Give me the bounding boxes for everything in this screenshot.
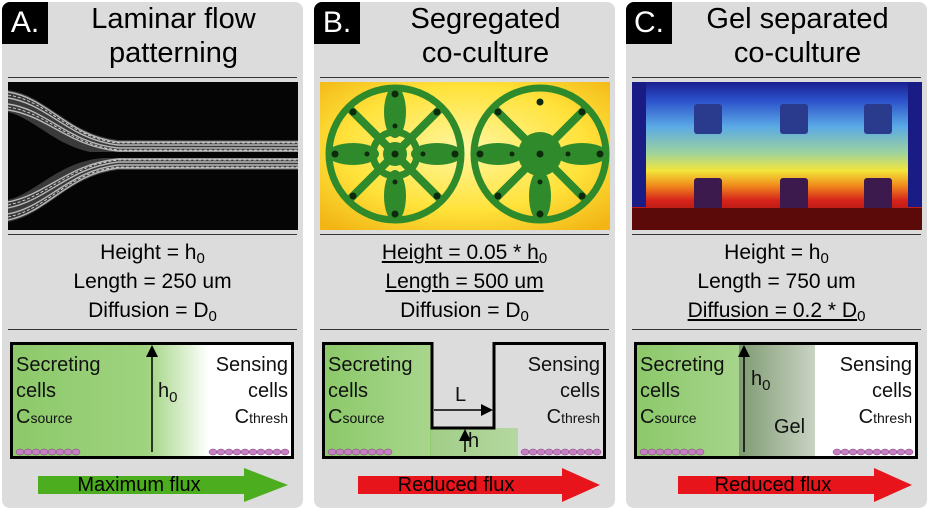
panel-title: Segregated co-culture <box>410 3 561 69</box>
divider <box>632 234 921 235</box>
channel-schematic: Secreting cells Csource h0 Sensing cells… <box>10 342 294 459</box>
flux-arrow <box>678 468 912 502</box>
panel-segregated: B. Segregated co-culture <box>314 2 615 508</box>
secreting-cells-label: Secreting cells Csource <box>328 354 413 428</box>
panel-title: Laminar flow patterning <box>91 3 256 69</box>
parameter-list: Height = 0.05 * h0 Length = 500 um Diffu… <box>314 238 615 325</box>
laminar-flow-micrograph <box>8 82 298 230</box>
gel-label: Gel <box>774 416 806 438</box>
sensing-cells-label: Sensing cells Cthresh <box>527 354 600 428</box>
parameter-list: Height = h0 Length = 250 um Diffusion = … <box>2 238 303 325</box>
height-param: Height = h0 <box>100 241 205 267</box>
divider <box>320 234 609 235</box>
length-label: L <box>455 384 467 406</box>
secreting-cells-label: Secreting cells Csource <box>16 354 101 428</box>
flux-label: Reduced flux <box>714 474 832 496</box>
height-label: h0 <box>158 380 178 406</box>
sensing-cells-label: Sensing cells Cthresh <box>839 354 912 428</box>
height-param: Height = 0.05 * h0 <box>381 241 548 267</box>
flux-label: Reduced flux <box>397 474 515 496</box>
diffusion-param: Diffusion = D0 <box>400 299 529 325</box>
panel-laminar-flow: A. Laminar flow patterning <box>2 2 303 508</box>
length-param: Length = 250 um <box>73 270 232 293</box>
divider <box>632 329 921 330</box>
height-label: h0 <box>751 368 771 394</box>
panel-gel-separated: C. Gel separated co-culture Height <box>626 2 927 508</box>
divider <box>8 77 297 78</box>
divider <box>8 329 297 330</box>
channel-schematic: Secreting cells Csource L h Sensing cell… <box>322 342 606 459</box>
co-culture-device-photo <box>320 82 610 230</box>
panel-title: Gel separated co-culture <box>706 3 889 69</box>
flux-arrow <box>38 468 288 502</box>
channel-schematic: Secreting cells Csource h0 Gel Sensing c… <box>634 342 918 459</box>
height-label: h <box>468 430 480 452</box>
divider <box>320 77 609 78</box>
secreting-cells-label: Secreting cells Csource <box>640 354 725 428</box>
panel-letter: C. <box>626 2 672 44</box>
divider <box>320 329 609 330</box>
diffusion-param: Diffusion = D0 <box>88 299 217 325</box>
divider <box>8 234 297 235</box>
parameter-list: Height = h0 Length = 750 um Diffusion = … <box>626 238 927 325</box>
length-param: Length = 500 um <box>385 270 544 293</box>
panel-letter: B. <box>314 2 360 44</box>
diffusion-param: Diffusion = 0.2 * D0 <box>687 299 866 325</box>
height-param: Height = h0 <box>724 241 829 267</box>
divider <box>632 77 921 78</box>
diffusion-heatmap <box>632 82 922 230</box>
sensing-cells-label: Sensing cells Cthresh <box>215 354 288 428</box>
length-param: Length = 750 um <box>697 270 856 293</box>
panel-letter: A. <box>2 2 48 44</box>
flux-arrow <box>358 468 600 502</box>
flux-label: Maximum flux <box>77 474 201 496</box>
